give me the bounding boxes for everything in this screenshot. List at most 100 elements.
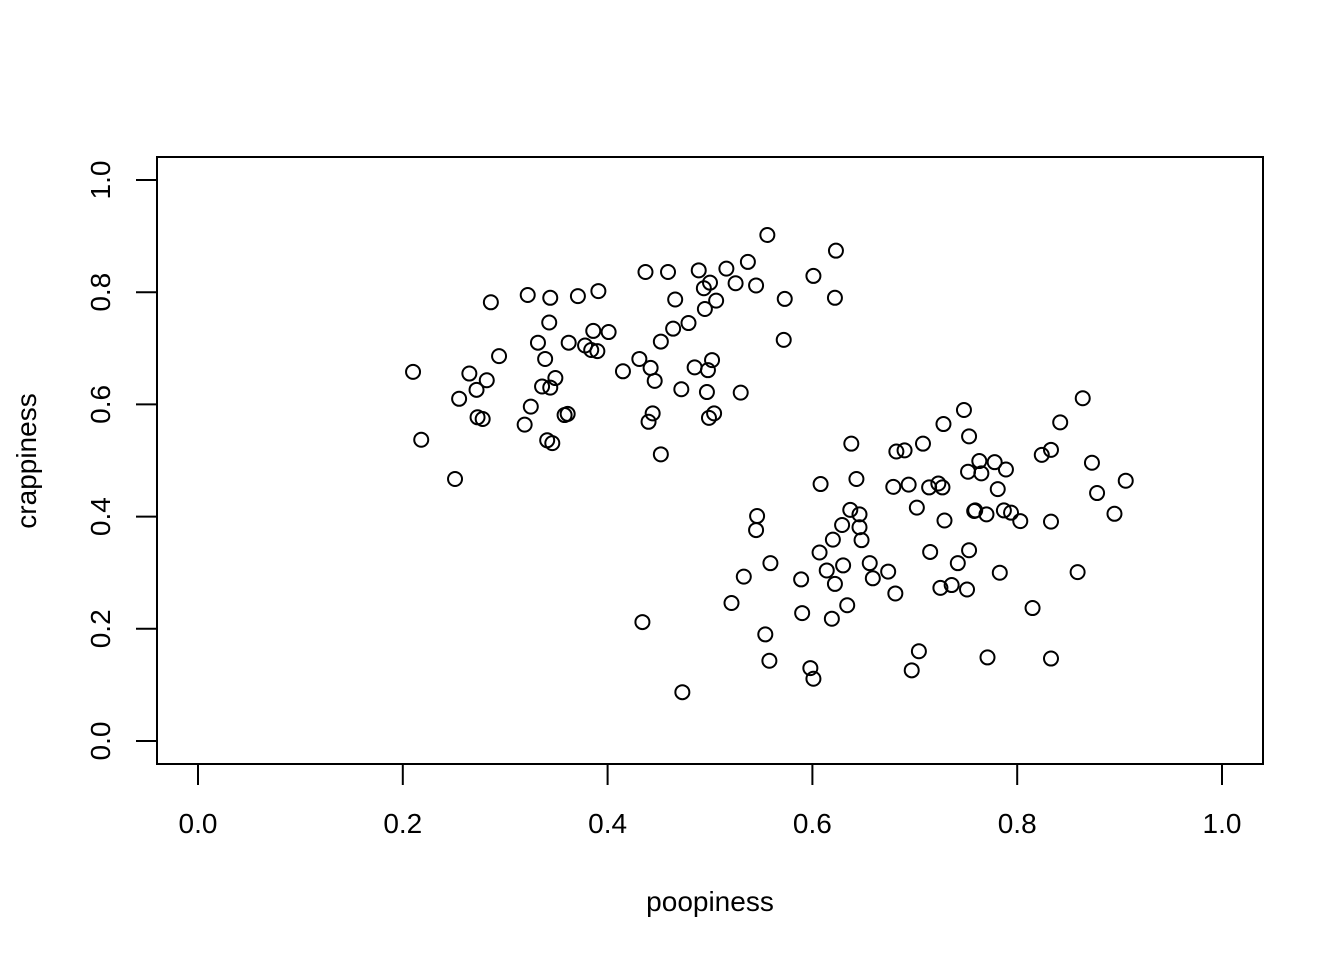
scatter-point (547, 370, 564, 387)
scatter-point (451, 390, 468, 407)
scatter-point (700, 409, 717, 426)
scatter-point (482, 294, 499, 311)
scatter-point (1003, 504, 1020, 521)
scatter-point (949, 555, 966, 572)
scatter-point (1106, 505, 1123, 522)
y-tick-label: 0.8 (85, 273, 116, 312)
scatter-point (910, 643, 927, 660)
scatter-point (478, 372, 495, 389)
scatter-point (955, 402, 972, 419)
scatter-point (583, 341, 600, 358)
scatter-point (794, 605, 811, 622)
scatter-point (880, 563, 897, 580)
scatter-point (903, 662, 920, 679)
scatter-point (652, 333, 669, 350)
scatter-point (835, 557, 852, 574)
scatter-point (885, 478, 902, 495)
scatter-point (1074, 390, 1091, 407)
y-tick-label: 1.0 (85, 161, 116, 200)
scatter-point (914, 435, 931, 452)
scatter-point (979, 649, 996, 666)
scatter-point (631, 350, 648, 367)
scatter-point (696, 301, 713, 318)
scatter-point (699, 362, 716, 379)
scatter-point (646, 372, 663, 389)
scatter-point (559, 405, 576, 422)
scatter-point (560, 334, 577, 351)
scatter-point (1083, 454, 1100, 471)
scatter-points (405, 226, 1134, 701)
scatter-point (585, 322, 602, 339)
scatter-point (960, 463, 977, 480)
scatter-point (590, 283, 607, 300)
scatter-point (1117, 472, 1134, 489)
scatter-point (1042, 441, 1059, 458)
scatter-point (851, 519, 868, 536)
scatter-point (934, 479, 951, 496)
scatter-point (900, 476, 917, 493)
scatter-point (614, 363, 631, 380)
scatter-point (827, 242, 844, 259)
scatter-point (1089, 485, 1106, 502)
scatter-point (541, 314, 558, 331)
scatter-point (908, 499, 925, 516)
x-axis-label: poopiness (646, 886, 774, 917)
scatter-point (690, 262, 707, 279)
scatter-point (748, 277, 765, 294)
x-tick-label: 0.0 (179, 808, 218, 839)
scatter-point (864, 570, 881, 587)
scatter-point (757, 626, 774, 643)
scatter-point (491, 348, 508, 365)
scatter-point (413, 431, 430, 448)
y-axis-label: crappiness (11, 393, 42, 528)
scatter-point (943, 577, 960, 594)
scatter-point (665, 320, 682, 337)
scatter-point (921, 479, 938, 496)
scatter-point (537, 350, 554, 367)
y-tick-label: 0.2 (85, 609, 116, 648)
scatter-point (544, 435, 561, 452)
scatter-point (853, 532, 870, 549)
scatter-point (986, 454, 1003, 471)
x-tick-label: 1.0 (1203, 808, 1242, 839)
scatter-point (851, 506, 868, 523)
scatter-point (640, 413, 657, 430)
scatter-point (727, 275, 744, 292)
y-axis: 0.0 0.2 0.4 0.6 0.8 1.0 (85, 161, 158, 761)
scatter-point (811, 544, 828, 561)
y-tick-label: 0.0 (85, 722, 116, 761)
scatter-point (826, 575, 843, 592)
scatter-point (1052, 414, 1069, 431)
scatter-point (589, 343, 606, 360)
scatter-point (735, 568, 752, 585)
scatter-point (667, 291, 684, 308)
scatter-point (529, 334, 546, 351)
scatter-point (805, 670, 822, 687)
scatter-point (673, 381, 690, 398)
scatter-point (978, 506, 995, 523)
scatter-point (1012, 513, 1029, 530)
scatter-point (447, 471, 464, 488)
scatter-point (461, 365, 478, 382)
scatter-point (888, 443, 905, 460)
scatter-point (802, 660, 819, 677)
scatter-point (959, 581, 976, 598)
x-tick-label: 0.8 (998, 808, 1037, 839)
scatter-point (642, 359, 659, 376)
scatter-point (961, 542, 978, 559)
scatter-point (1024, 600, 1041, 617)
scatter-point (749, 508, 766, 525)
scatter-point (843, 435, 860, 452)
scatter-point (1033, 446, 1050, 463)
scatter-point (600, 324, 617, 341)
scatter-point (702, 274, 718, 291)
scatter-point (973, 465, 990, 482)
plot-frame (156, 156, 1264, 765)
scatter-point (848, 471, 865, 488)
scatter-point (569, 288, 586, 305)
scatter-point (660, 264, 677, 281)
scatter-point (967, 502, 984, 519)
scatter-point (542, 379, 559, 396)
scatter-point (1042, 650, 1059, 667)
